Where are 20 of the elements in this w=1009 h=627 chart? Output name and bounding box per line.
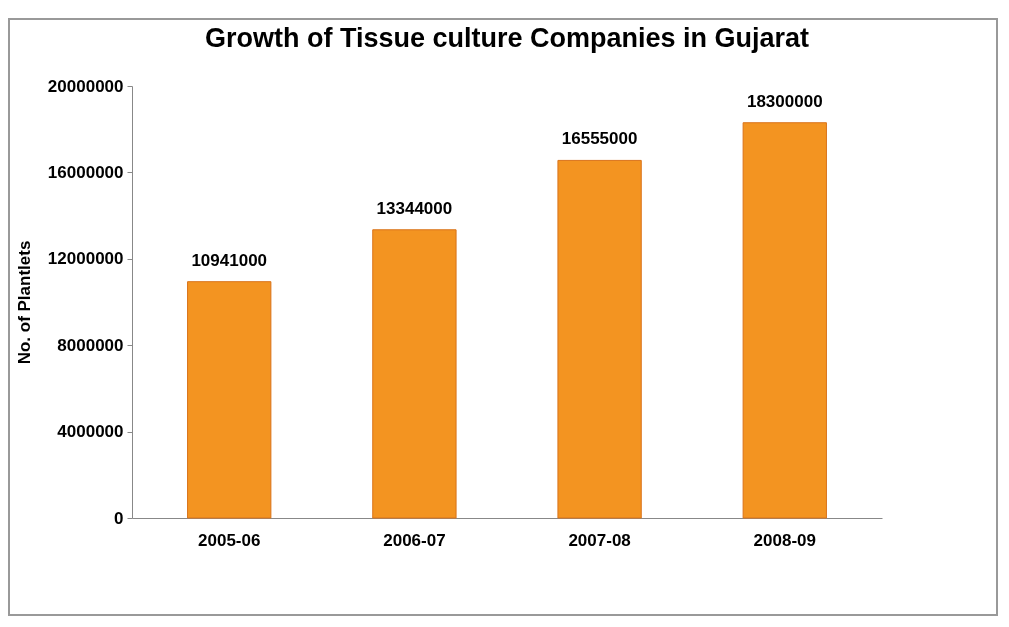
y-tick-label: 8000000 — [57, 335, 124, 355]
y-tick-label: 20000000 — [47, 76, 124, 96]
bar — [742, 122, 827, 519]
x-tick-label: 2005-06 — [198, 530, 261, 550]
bar — [372, 229, 457, 519]
y-tick-label: 16000000 — [47, 162, 124, 182]
chart-title: Growth of Tissue culture Companies in Gujarat — [204, 23, 810, 53]
y-tick-label: 12000000 — [47, 249, 124, 269]
data-label: 18300000 — [746, 91, 823, 111]
bar — [557, 159, 642, 519]
y-tick-label: 4000000 — [57, 422, 124, 442]
x-tick-label: 2007-08 — [568, 530, 631, 550]
bar — [187, 281, 272, 519]
data-label: 16555000 — [561, 129, 638, 149]
y-axis-title: No. of Plantlets — [14, 240, 34, 365]
x-tick-label: 2008-09 — [753, 530, 816, 550]
data-label: 13344000 — [376, 198, 453, 218]
x-tick-label: 2006-07 — [383, 530, 446, 550]
y-tick-label: 0 — [114, 508, 124, 528]
data-label: 10941000 — [191, 250, 268, 270]
